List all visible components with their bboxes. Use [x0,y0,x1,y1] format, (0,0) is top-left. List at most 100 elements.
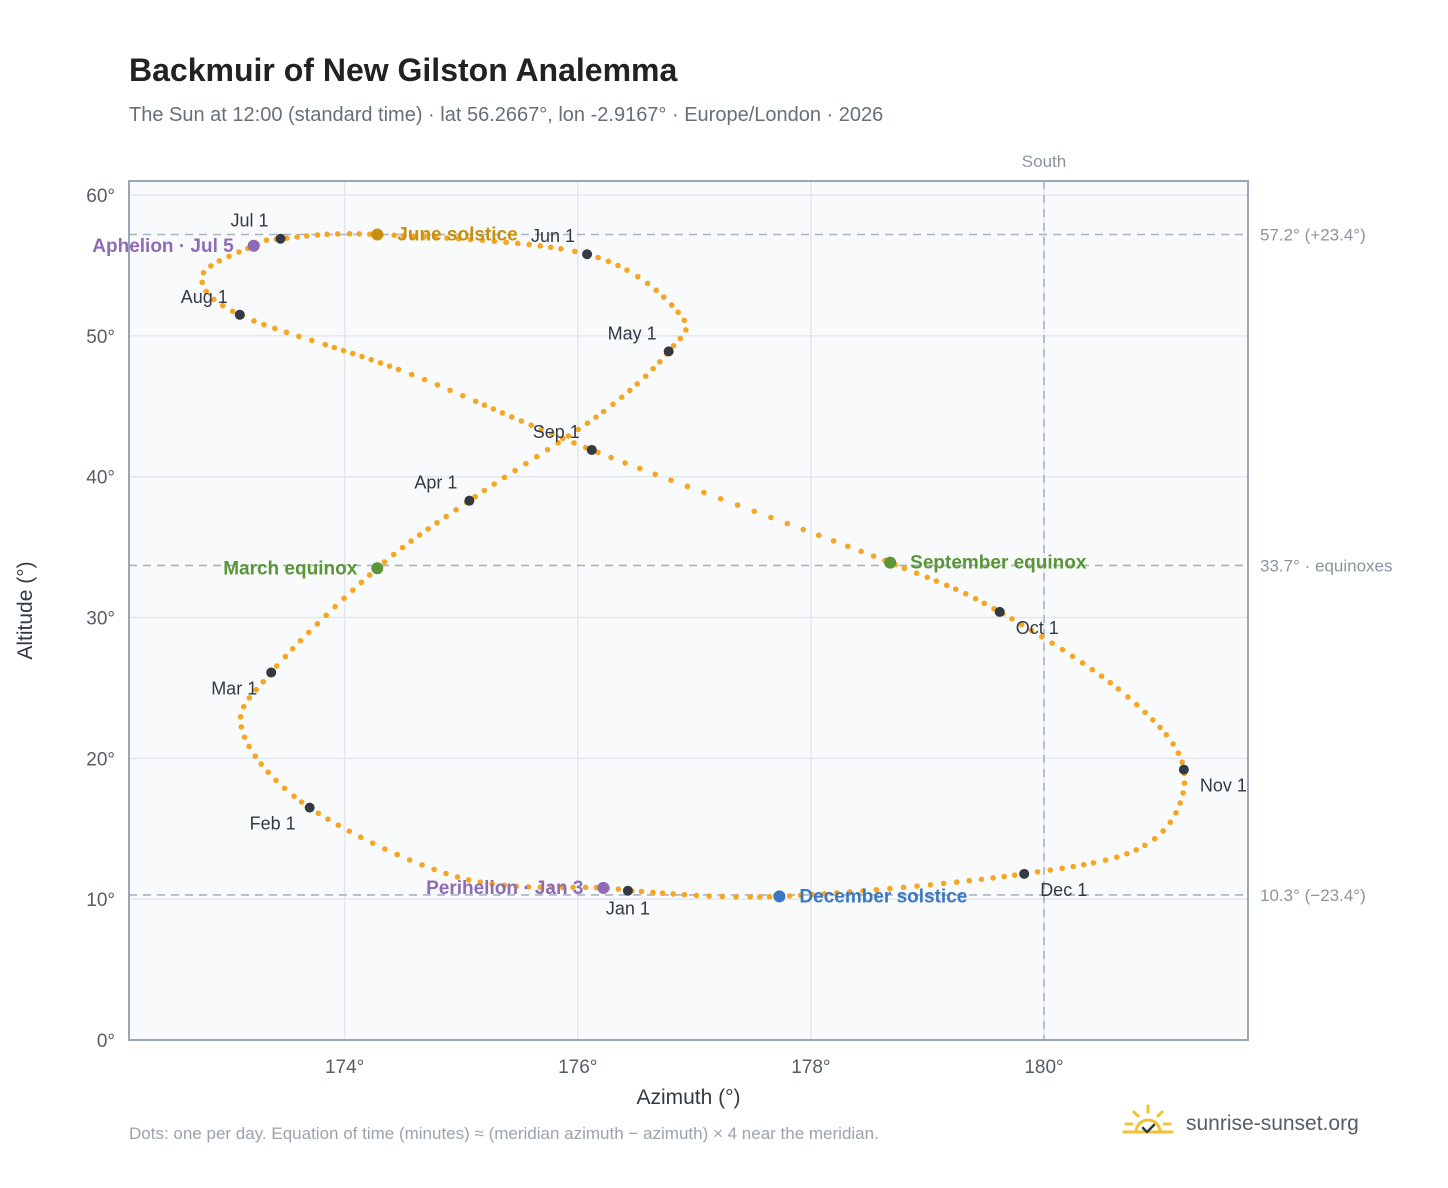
path-dot [273,663,280,669]
path-dot [1069,653,1076,660]
path-dot [240,703,247,710]
path-dot [565,433,572,439]
path-dot [297,637,304,644]
path-dot [489,881,495,887]
path-dot [766,893,773,900]
path-dot [870,553,877,559]
path-dot [717,495,724,502]
y-tick-label: 40° [86,468,115,489]
path-dot [846,889,853,895]
month-label: Aug 1 [181,287,228,307]
path-dot [237,713,244,720]
path-dot [544,446,551,453]
path-dot [350,587,356,593]
path-dot [1125,694,1131,700]
path-dot [809,891,816,898]
path-dot [369,840,376,846]
event-marker [597,881,610,894]
month-label: Nov 1 [1200,776,1247,796]
path-dot [537,884,544,891]
path-dot [382,846,388,852]
path-dot [626,387,633,394]
path-dot [595,254,601,261]
month-marker [622,885,633,896]
path-dot [406,857,413,863]
month-marker [1178,764,1189,775]
path-dot [453,507,459,513]
path-dot [325,816,331,822]
y-tick-label: 20° [86,749,115,770]
path-dot [525,884,532,890]
path-dot [322,341,329,348]
path-dot [734,502,741,508]
path-dot [913,570,920,576]
path-dot [481,402,488,408]
path-dot [751,508,758,515]
path-dot [650,365,656,372]
path-dot [408,538,414,544]
path-dot [394,851,401,858]
path-dot [399,544,406,551]
x-tick-label: 178° [791,1057,830,1078]
path-dot [501,882,508,889]
page-subtitle: The Sun at 12:00 (standard time) · lat 5… [129,104,884,126]
y-tick-label: 60° [86,186,115,207]
plot-frame [128,180,1249,1041]
path-dot [533,453,540,460]
path-dot [1098,673,1105,680]
y-tick-label: 0° [97,1031,115,1052]
path-dot [701,489,707,496]
path-dot [901,565,908,572]
path-dot [572,248,578,255]
path-dot [1018,621,1025,628]
path-dot [315,810,322,817]
path-dot [575,426,582,433]
path-dot [229,308,236,315]
path-dot [615,886,622,892]
path-dot [1170,741,1176,747]
path-dot [323,612,330,619]
path-dot [432,234,439,241]
path-dot [635,273,641,280]
path-dot [400,232,407,239]
path-dot [265,769,271,775]
path-dot [346,828,353,834]
path-dot [834,890,840,896]
path-dot [677,335,684,342]
path-dot [368,356,375,363]
path-dot [1150,717,1156,723]
path-dot [346,230,353,237]
x-tick-label: 180° [1024,1057,1063,1078]
path-dot [1034,869,1041,875]
path-dot [659,890,666,896]
path-dot [952,586,959,592]
path-dot [291,793,297,800]
path-dot [331,344,338,351]
path-dot [472,398,479,405]
path-dot [246,743,252,750]
month-label: Apr 1 [414,473,457,493]
path-dot [314,232,321,238]
path-dot [1113,854,1120,860]
path-dot [943,582,950,589]
brand[interactable]: sunrise-sunset.org [1120,1102,1359,1146]
path-dot [927,882,934,888]
path-dot [981,600,988,607]
path-dot [555,440,561,446]
event-label: Perihelion · Jan 3 [426,878,583,899]
path-dot [784,520,791,527]
month-marker [266,667,277,678]
month-markers: Jan 1 Feb 1 Mar 1 Apr 1 May 1 Jun 1 Jul 1 Aug 1… [181,211,1247,919]
path-dot [914,883,920,889]
path-dot [757,894,763,900]
path-dot [425,526,431,532]
path-dot [283,329,290,336]
path-dot [570,884,576,891]
path-dot [618,394,625,401]
path-dot [305,629,312,636]
event-label: June solstice [397,225,517,246]
path-dot [1160,828,1166,834]
path-dot [900,884,907,891]
footnote: Dots: one per day. Equation of time (min… [129,1124,879,1143]
path-dot [335,822,342,828]
